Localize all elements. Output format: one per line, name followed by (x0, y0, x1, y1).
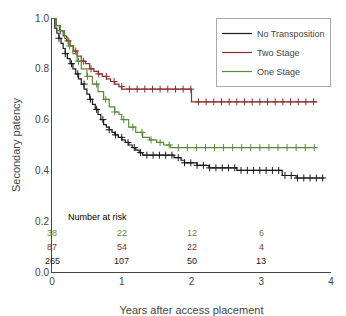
svg-text:0: 0 (49, 276, 55, 287)
svg-text:107: 107 (114, 256, 129, 266)
svg-text:Years after access placement: Years after access placement (120, 304, 264, 316)
svg-text:12: 12 (187, 228, 197, 238)
svg-text:50: 50 (187, 256, 197, 266)
svg-text:0.8: 0.8 (35, 63, 49, 74)
svg-text:6: 6 (259, 228, 264, 238)
svg-text:4: 4 (328, 276, 334, 287)
svg-text:0.0: 0.0 (35, 267, 49, 278)
svg-text:Two Stage: Two Stage (257, 48, 300, 58)
svg-text:2: 2 (189, 276, 195, 287)
svg-text:Secondary patency: Secondary patency (10, 97, 22, 192)
svg-text:One Stage: One Stage (257, 67, 300, 77)
svg-text:4: 4 (259, 242, 264, 252)
svg-text:No Transposition: No Transposition (257, 29, 325, 39)
svg-text:265: 265 (45, 256, 60, 266)
svg-text:1.0: 1.0 (35, 13, 49, 24)
svg-text:54: 54 (117, 242, 127, 252)
svg-text:22: 22 (117, 228, 127, 238)
svg-text:3: 3 (258, 276, 264, 287)
svg-text:0.6: 0.6 (35, 114, 49, 125)
svg-text:87: 87 (47, 242, 57, 252)
svg-text:38: 38 (47, 228, 57, 238)
svg-text:22: 22 (187, 242, 197, 252)
svg-text:0.4: 0.4 (35, 165, 49, 176)
svg-text:Number at risk: Number at risk (68, 212, 127, 222)
svg-text:0.2: 0.2 (35, 216, 49, 227)
svg-text:1: 1 (119, 276, 125, 287)
svg-text:13: 13 (256, 256, 266, 266)
